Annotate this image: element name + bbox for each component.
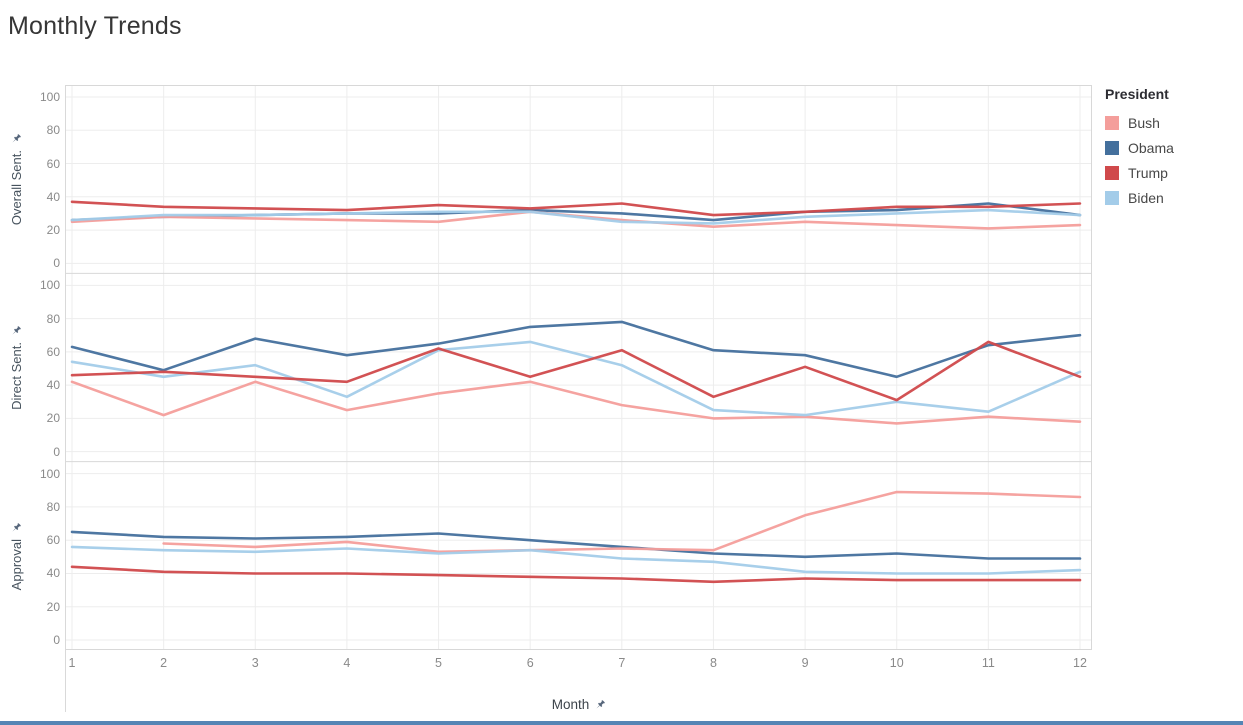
y-axis-border <box>65 85 66 712</box>
y-tick-label: 20 <box>46 411 60 426</box>
legend-item-bush[interactable]: Bush <box>1105 110 1235 135</box>
line-series-trump[interactable] <box>70 340 1082 402</box>
row-label-direct-sent: Direct Sent. <box>2 273 30 461</box>
x-tick-label: 7 <box>618 656 626 670</box>
x-tick-label: 8 <box>709 656 717 670</box>
window-bottom-accent-bar <box>0 721 1243 725</box>
y-tick-label: 40 <box>46 566 60 581</box>
y-tick-label: 100 <box>39 466 60 481</box>
y-tick-label: 0 <box>53 444 60 459</box>
legend-label: Biden <box>1128 189 1164 206</box>
legend-label: Obama <box>1128 139 1174 156</box>
legend-swatch <box>1105 165 1119 180</box>
line-series-trump[interactable] <box>70 565 1082 584</box>
trend-line-chart[interactable] <box>66 85 1092 650</box>
legend-label: Bush <box>1128 114 1160 131</box>
x-tick-label: 4 <box>343 656 351 670</box>
legend-item-obama[interactable]: Obama <box>1105 135 1235 160</box>
pin-icon[interactable] <box>10 522 22 534</box>
y-tick-label: 80 <box>46 311 60 326</box>
y-tick-label: 80 <box>46 123 60 138</box>
legend-swatch <box>1105 190 1119 205</box>
x-axis-title-text: Month <box>551 697 590 712</box>
legend-item-biden[interactable]: Biden <box>1105 185 1235 210</box>
page-title: Monthly Trends <box>8 12 182 40</box>
y-tick-label: 20 <box>46 223 60 238</box>
x-tick-label: 1 <box>68 656 76 670</box>
row-label-overall-sent: Overall Sent. <box>2 85 30 273</box>
line-series-bush[interactable] <box>70 380 1082 425</box>
row-label-text: Overall Sent. <box>8 149 24 226</box>
y-tick-label: 20 <box>46 599 60 614</box>
line-series-bush[interactable] <box>162 490 1082 554</box>
line-series-trump[interactable] <box>70 200 1082 217</box>
line-series-obama[interactable] <box>70 320 1082 379</box>
legend-label: Trump <box>1128 164 1168 181</box>
y-tick-label: 100 <box>39 90 60 104</box>
x-tick-label: 3 <box>251 656 259 670</box>
x-tick-label: 10 <box>889 656 904 670</box>
legend-title: President <box>1105 86 1169 102</box>
x-tick-label: 9 <box>801 656 809 670</box>
x-tick-label: 12 <box>1073 656 1087 670</box>
pin-icon[interactable] <box>10 133 22 145</box>
x-axis-title: Month <box>66 697 1092 712</box>
y-tick-label: 0 <box>53 256 60 271</box>
x-tick-label: 11 <box>981 656 995 670</box>
legend-items: Bush Obama Trump Biden <box>1105 110 1235 210</box>
row-label-text: Direct Sent. <box>8 341 24 410</box>
y-tick-label: 40 <box>46 378 60 393</box>
y-tick-label: 60 <box>46 344 60 359</box>
line-series-biden[interactable] <box>70 545 1082 575</box>
y-tick-label: 0 <box>53 633 60 647</box>
x-tick-label: 2 <box>160 656 168 670</box>
x-tick-label: 6 <box>526 656 534 670</box>
y-tick-label: 80 <box>46 499 60 514</box>
line-series-biden[interactable] <box>70 340 1082 417</box>
line-series-biden[interactable] <box>70 208 1082 225</box>
row-label-text: Approval <box>8 538 24 591</box>
y-tick-label: 40 <box>46 189 60 204</box>
legend-item-trump[interactable]: Trump <box>1105 160 1235 185</box>
legend-swatch <box>1105 140 1119 155</box>
y-tick-label: 60 <box>46 156 60 171</box>
legend-swatch <box>1105 115 1119 130</box>
legend-president: President Bush Obama Trump Biden <box>1105 86 1235 210</box>
pin-icon[interactable] <box>10 325 22 337</box>
y-tick-label: 100 <box>39 278 60 293</box>
y-tick-label: 60 <box>46 533 60 548</box>
pin-icon[interactable] <box>594 699 606 711</box>
row-label-approval: Approval <box>2 462 30 650</box>
line-series-obama[interactable] <box>70 530 1082 560</box>
x-tick-label: 5 <box>435 656 442 670</box>
